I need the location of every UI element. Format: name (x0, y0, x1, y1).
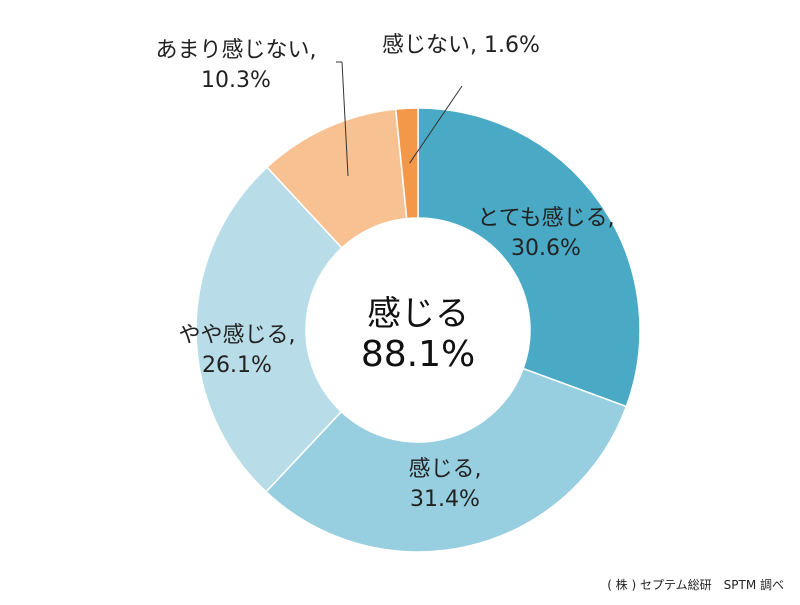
source-credit: ( 株 ) セプテム総研 SPTM 調べ (607, 578, 784, 592)
category-label-not-much: あまり感じない, (156, 38, 317, 63)
label-group-somewhat: やや感じる, 26.1% (179, 323, 296, 378)
slice-feel (264, 367, 628, 553)
value-label-not-much: 10.3% (201, 68, 271, 93)
center-value: 88.1% (361, 334, 475, 375)
leader-lines (336, 61, 463, 177)
value-label-somewhat: 26.1% (202, 353, 272, 378)
category-label-feel: 感じる, (409, 457, 482, 482)
leader-not-much (341, 61, 349, 177)
data-label-not-at-all: 感じない, 1.6% (382, 33, 540, 58)
center-summary: 感じる 88.1% (361, 294, 475, 375)
label-group-feel: 感じる, 31.4% (409, 457, 482, 512)
label-group-not-much: あまり感じない, 10.3% (156, 38, 317, 93)
slice-labels: とても感じる, 30.6% 感じる, 31.4% やや感じる, 26.1% あまり感じない,… (156, 33, 615, 512)
slice-very-much (417, 107, 641, 408)
donut-slices (195, 107, 641, 553)
value-label-feel: 31.4% (410, 487, 480, 512)
category-label-somewhat: やや感じる, (179, 323, 296, 348)
leader-not-at-all (409, 85, 463, 164)
slice-not-at-all (394, 107, 419, 220)
category-label-very-much: とても感じる, (477, 206, 614, 231)
value-label-very-much: 30.6% (511, 236, 581, 261)
center-title: 感じる (367, 294, 469, 334)
slice-somewhat (195, 166, 343, 493)
label-group-very-much: とても感じる, 30.6% (477, 206, 614, 261)
label-group-not-at-all: 感じない, 1.6% (382, 33, 540, 58)
